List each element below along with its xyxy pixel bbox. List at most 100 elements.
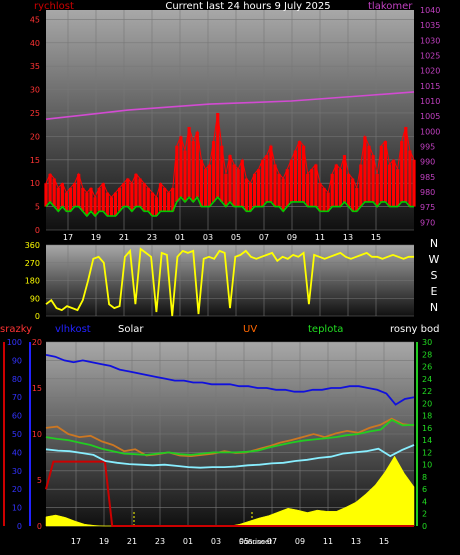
right-tick-label: 1000	[420, 127, 440, 136]
right-tick-label: 1010	[420, 97, 440, 106]
x-tick-label: 01	[175, 233, 185, 242]
temp-tick-label: 4	[422, 497, 427, 506]
x-tick-label: 03	[211, 537, 221, 546]
humidity-tick-label: 70	[12, 393, 22, 402]
temp-tick-label: 18	[422, 412, 432, 421]
temp-tick-label: 14	[422, 436, 432, 445]
right-tick-label: 1015	[420, 82, 440, 91]
sunrise-marker: Sunrise	[239, 538, 265, 546]
rain-tick-label: 15	[32, 384, 42, 393]
x-tick-label: 13	[343, 233, 353, 242]
x-tick-label: 11	[323, 537, 333, 546]
x-tick-label: 07	[267, 537, 277, 546]
x-tick-label: 23	[147, 233, 157, 242]
humidity-tick-label: 50	[12, 430, 22, 439]
direction-tick-label: 270	[25, 259, 40, 268]
right-tick-label: 1005	[420, 112, 440, 121]
x-tick-label: 23	[155, 537, 165, 546]
humidity-tick-label: 0	[17, 522, 22, 531]
humidity-tick-label: 20	[12, 485, 22, 494]
right-tick-label: 970	[420, 218, 435, 227]
x-tick-label: 21	[127, 537, 137, 546]
right-tick-label: 1025	[420, 52, 440, 61]
x-tick-label: 15	[379, 537, 389, 546]
x-tick-label: 05	[231, 233, 241, 242]
humidity-tick-label: 80	[12, 375, 22, 384]
humidity-tick-label: 60	[12, 412, 22, 421]
legend-vlhkost: vlhkost	[55, 324, 91, 335]
x-tick-label: 19	[91, 233, 101, 242]
temp-tick-label: 22	[422, 387, 432, 396]
wind-direction-line	[45, 247, 414, 317]
left-tick-label: 10	[30, 179, 40, 188]
compass-label: N	[430, 237, 438, 250]
compass-label: E	[431, 285, 438, 298]
x-tick-label: 05	[239, 537, 249, 546]
temp-tick-label: 6	[422, 485, 427, 494]
left-tick-label: 0	[35, 226, 40, 235]
humidity-line	[45, 354, 415, 406]
rain-tick-label: 0	[37, 522, 42, 531]
temp-tick-label: 10	[422, 461, 432, 470]
temp-tick-label: 12	[422, 448, 432, 457]
right-tick-label: 990	[420, 158, 435, 167]
legend-rosny-bod: rosny bod	[390, 324, 439, 335]
temp-tick-label: 30	[422, 338, 432, 347]
left-tick-label: 30	[30, 86, 40, 95]
temp-tick-label: 8	[422, 473, 427, 482]
left-tick-label: 35	[30, 62, 40, 71]
left-tick-label: 25	[30, 109, 40, 118]
humidity-tick-label: 30	[12, 467, 22, 476]
temp-tick-label: 24	[422, 375, 432, 384]
direction-tick-label: 0	[35, 312, 40, 321]
right-tick-label: 1040	[420, 6, 440, 15]
left-tick-label: 15	[30, 156, 40, 165]
x-tick-label: 03	[203, 233, 213, 242]
left-tick-label: 45	[30, 15, 40, 24]
rain-tick-label: 20	[32, 338, 42, 347]
humidity-tick-label: 40	[12, 448, 22, 457]
right-tick-label: 1020	[420, 67, 440, 76]
chart-title: Current last 24 hours 9 July 2025	[165, 1, 330, 12]
compass-label: N	[430, 301, 438, 314]
x-tick-label: 11	[315, 233, 325, 242]
legend-Solar: Solar	[118, 324, 144, 335]
x-tick-label: 01	[183, 537, 193, 546]
pressure-line	[45, 91, 415, 120]
humidity-tick-label: 100	[7, 338, 22, 347]
x-tick-label: 17	[71, 537, 81, 546]
direction-tick-label: 360	[25, 241, 40, 250]
humidity-tick-label: 90	[12, 356, 22, 365]
legend-teplota: teplota	[308, 324, 343, 335]
wind-pressure-panel: Current last 24 hours 9 July 2025 rychlo…	[30, 1, 441, 242]
right-tick-label: 975	[420, 203, 435, 212]
temp-tick-label: 28	[422, 350, 432, 359]
x-tick-label: 19	[99, 537, 109, 546]
right-tick-label: 985	[420, 173, 435, 182]
wind-line	[45, 195, 414, 218]
x-tick-label: 17	[63, 233, 73, 242]
compass-label: S	[431, 269, 438, 282]
direction-tick-label: 180	[25, 277, 40, 286]
left-tick-label: 5	[35, 203, 40, 212]
x-tick-label: 21	[119, 233, 129, 242]
temp-tick-label: 26	[422, 363, 432, 372]
rain-rate-line	[45, 460, 179, 527]
legend-srazky: srazky	[0, 324, 32, 335]
left-tick-label: 40	[30, 39, 40, 48]
temp-tick-label: 20	[422, 399, 432, 408]
right-tick-label: 1035	[420, 21, 440, 30]
right-axis-label: tlakomer	[368, 1, 413, 12]
right-tick-label: 980	[420, 188, 435, 197]
legend-UV: UV	[243, 324, 257, 335]
sunset-marker: Sunset	[248, 538, 272, 546]
left-tick-label: 20	[30, 132, 40, 141]
temp-tick-label: 16	[422, 424, 432, 433]
x-tick-label: 09	[287, 233, 297, 242]
rain-tick-label: 5	[37, 476, 42, 485]
gust-line	[45, 112, 415, 199]
x-tick-label: 13	[351, 537, 361, 546]
temperature-line	[45, 418, 415, 456]
